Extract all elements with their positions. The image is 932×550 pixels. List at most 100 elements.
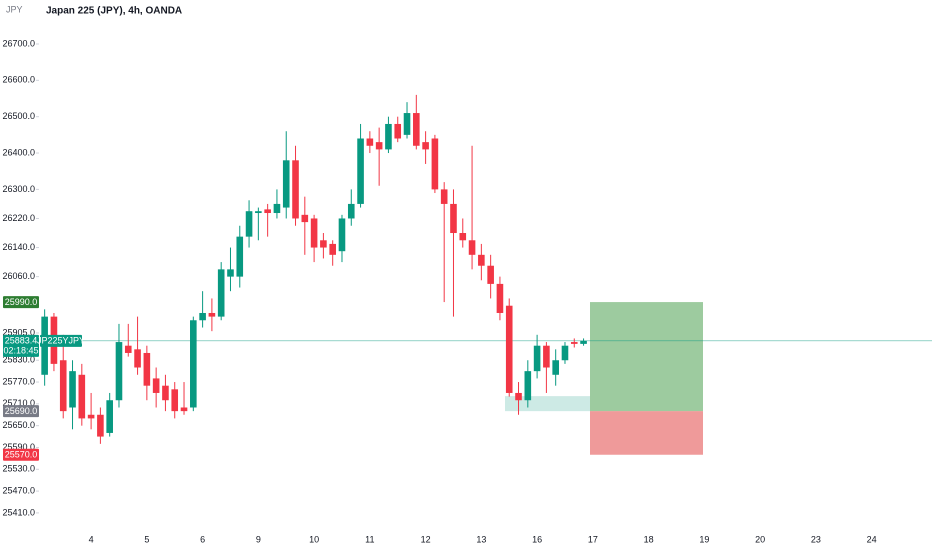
candle-body [180,407,188,412]
x-tick-label: 12 [421,534,431,544]
countdown: 02:18:45 [3,346,38,356]
candle-body [59,360,67,412]
candle-body [301,214,309,223]
candle-body [524,371,532,401]
y-tick-label: 25530.0 [2,464,35,474]
candle-body [496,283,504,313]
y-tick-label: 26400.0 [2,147,35,157]
candle-body [97,414,104,437]
price-tag-label: 25570.0 [5,450,38,460]
candle-body [543,345,550,368]
y-tick-label: 26060.0 [2,271,35,281]
candle-body [217,269,225,317]
last-price-box [3,334,39,357]
candle-body [580,340,587,344]
candle-body [208,312,216,317]
y-tick-label: 25470.0 [2,485,35,495]
candle-body [143,352,151,386]
y-tick-label: 26300.0 [2,184,35,194]
y-tick-label: 26500.0 [2,111,35,121]
candle-body [69,371,76,408]
x-tick-label: 24 [867,534,877,544]
candle-body [375,142,383,150]
candle-body [115,342,123,401]
x-tick-label: 4 [89,534,94,544]
y-tick-label: 26140.0 [2,242,35,252]
candle-body [403,113,411,135]
candle-body [394,123,402,139]
x-tick-label: 9 [256,534,261,544]
y-tick-label: 26600.0 [2,75,35,85]
last-price-label: 25883.4 [5,336,38,346]
x-tick-label: 11 [365,534,374,544]
candle-body [292,160,299,219]
candle-body [245,211,253,237]
candle-body [487,265,494,284]
candle-body [357,138,364,204]
candle-body [152,378,160,393]
price-tags: 25990.0 25690.0 25570.0 25883.402:18:45JP22… [3,296,85,461]
y-tick-label: 25905.0 [2,327,35,337]
candle-body [450,203,457,234]
candle-body [385,123,392,150]
chart-title: Japan 225 (JPY), 4h, OANDA [46,6,182,17]
candle-body [440,189,448,204]
candle-body [264,209,271,214]
price-tag-box [3,448,39,461]
candle-body [106,400,113,433]
candle-body [171,389,179,412]
candle-body [87,414,95,419]
x-tick-label: 16 [532,534,542,544]
currency-label: JPY [6,4,23,14]
candle-body [255,211,262,214]
price-tag-label: 25990.0 [5,297,38,307]
candle-body [561,345,569,361]
candle-body [505,305,513,393]
candle-body [190,320,197,408]
candle-body [552,360,559,375]
candle-body [515,392,522,401]
x-tick-label: 10 [309,534,319,544]
price-tag-label: 25690.0 [5,406,38,416]
candle-body [413,113,420,146]
x-tick-label: 23 [811,534,821,544]
y-tick-label: 25650.0 [2,420,35,430]
y-tick-label: 25770.0 [2,376,35,386]
y-tick-label: 26700.0 [2,38,35,48]
candle-body [533,345,541,372]
symbol-box [40,334,82,347]
candle-body [468,240,476,255]
x-tick-label: 18 [644,534,654,544]
price-tag-box [3,296,39,309]
candle-body [338,218,346,252]
x-tick-label: 20 [755,534,765,544]
price-tag-box [3,405,39,418]
position-tool [40,302,932,455]
x-tick-label: 17 [588,534,598,544]
target-zone [590,302,703,412]
candle-body [310,218,318,248]
candle-body [431,138,439,190]
x-tick-label: 5 [144,534,149,544]
candle-body [329,243,336,255]
x-tick-label: 13 [476,534,486,544]
candle-body [236,236,244,277]
symbol-label: JP225YJPY [37,336,85,346]
candle-body [199,312,206,321]
y-tick-label: 25590.0 [2,442,35,452]
candle-body [124,345,132,353]
candle-body [282,160,290,208]
candle-body [366,138,374,146]
stop-zone [590,411,703,455]
candle-body [478,254,485,266]
y-tick-label: 25410.0 [2,507,35,517]
y-tick-label: 26220.0 [2,213,35,223]
x-tick-label: 19 [699,534,709,544]
candle-body [78,374,86,419]
candle-body [320,240,327,248]
y-tick-label: 25710.0 [2,398,35,408]
x-tick-label: 6 [200,534,205,544]
candle-body [347,203,355,219]
